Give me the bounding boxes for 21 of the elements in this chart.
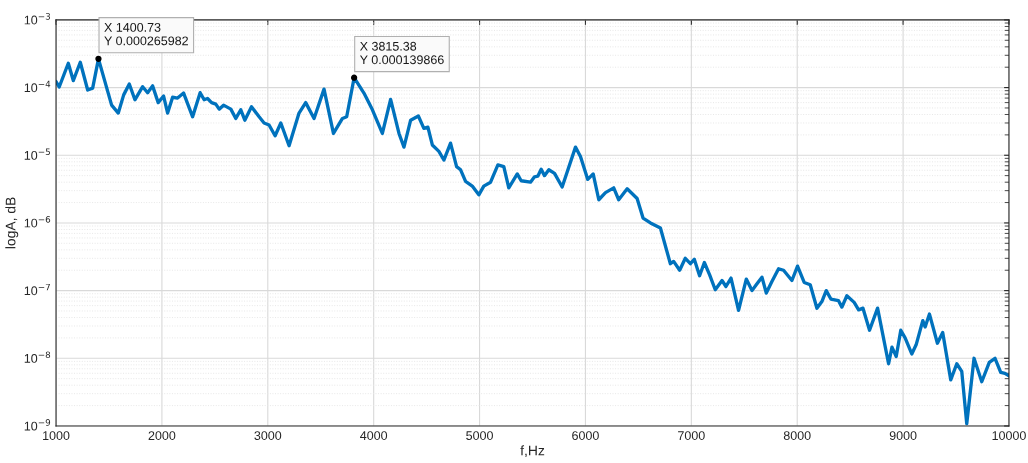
x-tick-label: 9000	[889, 431, 917, 440]
x-tick-label: 10000	[992, 431, 1026, 440]
y-tick-label: 10$^{−9}$	[24, 419, 51, 431]
x-axis-title: f,Hz	[520, 445, 545, 458]
y-axis-title: logA, dB	[5, 197, 19, 249]
x-tick-label: 4000	[360, 431, 388, 440]
y-tick-label: 10$^{−7}$	[24, 283, 50, 296]
y-tick-label: 10$^{−6}$	[24, 216, 51, 228]
y-tick-label: 10$^{−8}$	[24, 351, 51, 363]
x-tick-label: 5000	[466, 431, 493, 440]
x-tick-label: 2000	[148, 431, 176, 440]
y-tick-label: 10$^{−3}$	[24, 13, 51, 25]
annotation: X 1400.73 Y 0.000265982	[104, 22, 188, 46]
x-tick-label: 7000	[678, 431, 705, 440]
y-tick-label: 10$^{−5}$	[24, 148, 50, 160]
annotation: X 3815.38 Y 0.000139866	[359, 41, 444, 65]
x-tick-label: 1000	[43, 431, 70, 440]
x-tick-label: 3000	[254, 431, 282, 440]
x-tick-label: 8000	[783, 431, 811, 440]
y-tick-label: 10$^{−4}$	[24, 80, 51, 93]
x-tick-label: 6000	[572, 431, 599, 440]
